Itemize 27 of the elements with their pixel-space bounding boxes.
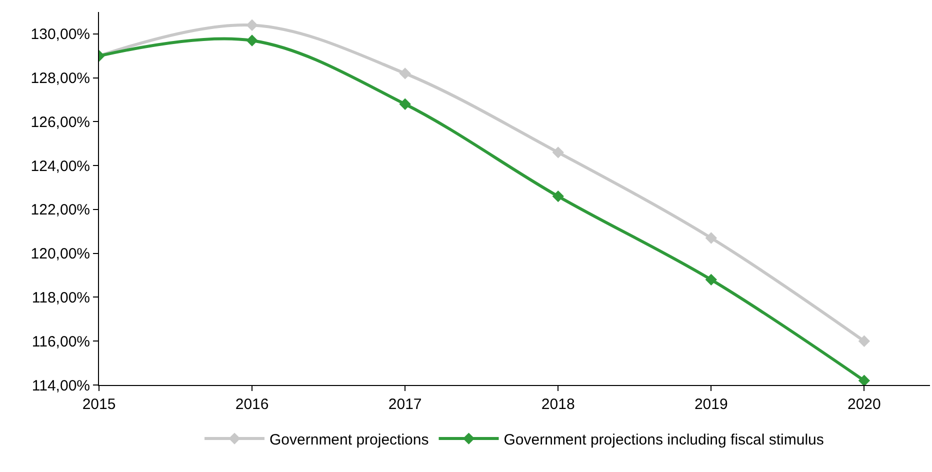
- y-tick-label: 124,00%: [30, 158, 90, 175]
- legend-label: Government projections: [270, 431, 429, 448]
- y-tick-label: 116,00%: [32, 333, 90, 350]
- point: [552, 146, 564, 158]
- y-tick-label: 130,00%: [30, 26, 90, 44]
- point: [705, 232, 717, 244]
- y-tick-label: 128,00%: [30, 70, 90, 88]
- point: [246, 34, 258, 46]
- point: [705, 274, 717, 286]
- x-tick-label: 2016: [235, 396, 269, 413]
- x-tick-label: 2015: [82, 396, 116, 413]
- point: [246, 19, 258, 32]
- x-tick-label: 2020: [848, 396, 881, 413]
- point: [552, 190, 564, 202]
- x-tick-label: 2017: [388, 396, 422, 413]
- point: [858, 335, 870, 347]
- legend-label: Government projections including fiscal stimulus: [504, 431, 824, 448]
- point: [399, 98, 411, 110]
- point: [399, 68, 411, 80]
- y-tick-label: 126,00%: [30, 114, 90, 131]
- y-tick-label: 122,00%: [30, 202, 90, 219]
- point: [858, 374, 870, 385]
- y-tick-label: 118,00%: [32, 289, 90, 306]
- y-tick-label: 114,00%: [32, 377, 90, 394]
- y-tick-label: 120,00%: [30, 246, 90, 263]
- x-tick-label: 2019: [694, 396, 728, 413]
- x-tick-label: 2018: [541, 396, 575, 413]
